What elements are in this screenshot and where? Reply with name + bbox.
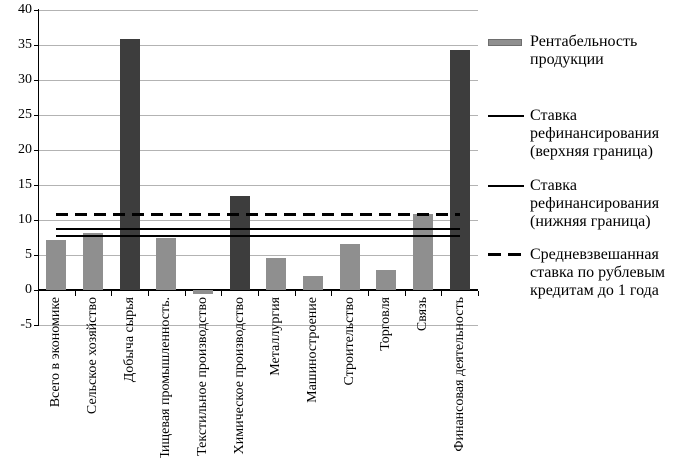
category-label: Сельское хозяйство [85, 297, 100, 415]
gridline-25 [38, 115, 478, 116]
x-tick [441, 291, 443, 296]
y-tick-label: 40 [18, 2, 32, 17]
y-tick [34, 115, 38, 116]
y-tick-label: 20 [18, 142, 32, 157]
bar-0 [46, 240, 67, 290]
legend-swatch-column [488, 107, 530, 161]
y-tick-label: 30 [18, 72, 32, 87]
category-label: Химическое производство [231, 297, 247, 455]
category-label: Финансовая деятельность [451, 297, 467, 452]
y-tick [34, 45, 38, 46]
gridline-15 [38, 185, 478, 186]
y-tick-label: 0 [25, 282, 32, 297]
bar-11 [449, 49, 470, 290]
bar-8 [339, 243, 360, 290]
gridline-10 [38, 220, 478, 221]
gridline--5 [38, 325, 478, 326]
category-label: Текстильное производство [195, 297, 210, 456]
x-tick [294, 291, 296, 296]
y-tick [34, 185, 38, 186]
bar-10 [413, 214, 433, 290]
x-tick [148, 291, 149, 296]
legend-item-label: Рентабельность продукции [530, 33, 638, 68]
y-tick-label: 10 [18, 212, 32, 227]
y-tick [34, 255, 38, 256]
y-tick [34, 10, 38, 11]
refinancing-lower-line [56, 234, 460, 237]
legend-swatch-column [488, 177, 530, 231]
x-tick [111, 291, 113, 296]
bar-9 [376, 270, 397, 290]
x-tick [184, 291, 186, 296]
x-tick [478, 291, 479, 296]
legend-swatch-solid-line-icon [488, 115, 524, 117]
y-tick [34, 325, 38, 326]
legend-item: Ставка рефинансирования (верхняя граница… [488, 107, 685, 161]
x-axis-line [38, 289, 478, 291]
y-tick-label: 35 [18, 37, 32, 52]
y-tick [34, 150, 38, 151]
x-tick [258, 291, 259, 296]
bar-7 [303, 276, 323, 290]
gridline-5 [38, 255, 478, 256]
legend-item-label: Ставка рефинансирования (верхняя граница… [530, 107, 660, 160]
bar-4 [193, 290, 213, 294]
legend-swatch-solid-line-icon [488, 185, 524, 187]
category-label: Металлургия [268, 297, 284, 376]
category-label: Машиностроение [305, 297, 320, 403]
y-tick-label: -5 [20, 317, 32, 332]
y-tick [34, 80, 38, 81]
legend-item-label: Средневзвешанная ставка по рублевым кред… [530, 246, 665, 299]
x-tick [404, 291, 406, 296]
y-tick-label: 5 [25, 247, 32, 262]
legend-item: Рентабельность продукции [488, 33, 685, 69]
gridline-30 [38, 80, 478, 81]
bar-1 [83, 232, 103, 290]
bar-5 [229, 196, 250, 290]
y-tick-label: 15 [18, 177, 32, 192]
bar-6 [266, 257, 287, 290]
legend-swatch-bar-icon [488, 39, 522, 46]
x-tick [74, 291, 76, 296]
bar-3 [156, 237, 177, 290]
legend-swatch-dashed-line-icon [488, 253, 521, 256]
legend-item: Средневзвешанная ставка по рублевым кред… [488, 246, 685, 300]
category-label: Связь [415, 297, 430, 332]
category-label: Пищевая промышленность. [158, 297, 174, 458]
refinancing-upper-line [56, 227, 460, 230]
gridline-35 [38, 45, 478, 46]
legend-item: Ставка рефинансирования (нижняя граница) [488, 177, 685, 231]
category-label: Добыча сырья [121, 297, 137, 383]
y-tick-label: 25 [18, 107, 32, 122]
y-tick [34, 290, 38, 291]
legend-swatch-column [488, 246, 530, 300]
gridline-20 [38, 150, 478, 151]
x-tick [221, 291, 223, 296]
legend-item-label: Ставка рефинансирования (нижняя граница) [530, 177, 660, 230]
legend: Рентабельность продукции Ставка рефинанси… [488, 0, 685, 300]
avg-credit-rate-line [56, 212, 460, 216]
bar-2 [119, 39, 140, 290]
category-label: Торговля [378, 297, 394, 351]
x-tick [38, 291, 39, 296]
category-label: Строительство [341, 297, 357, 386]
legend-swatch-column [488, 33, 530, 69]
x-tick [331, 291, 333, 296]
gridline-40 [38, 10, 478, 11]
y-tick [34, 220, 38, 221]
y-axis-line [38, 9, 39, 326]
category-label: Всего в экономике [48, 297, 64, 408]
x-tick [368, 291, 369, 296]
